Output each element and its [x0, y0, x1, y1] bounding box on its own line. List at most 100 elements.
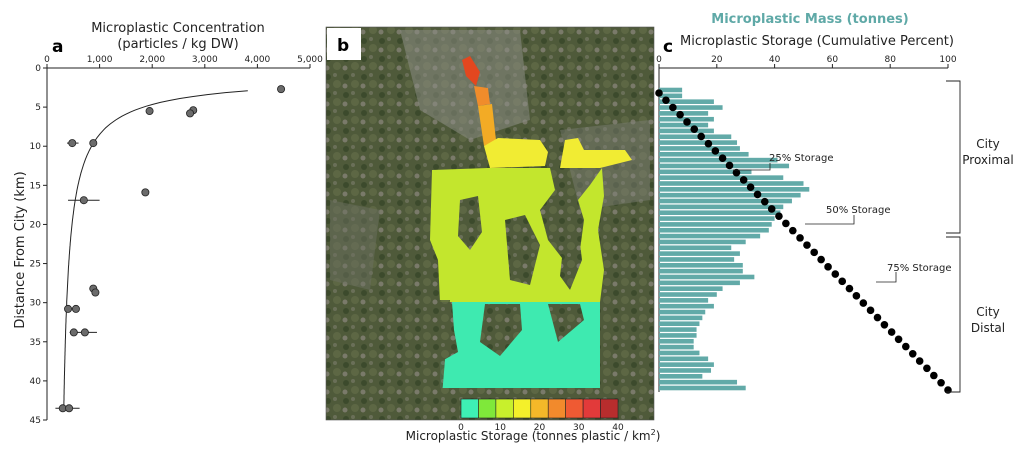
panel-c-cumulative-point	[866, 306, 875, 315]
panel-a-y-tick-label: 0	[35, 64, 41, 74]
panel-a-point	[277, 85, 286, 94]
panel-c-cumulative-point	[944, 386, 952, 394]
panel-c-bar	[659, 338, 694, 344]
panel-c-bar	[659, 309, 706, 315]
panel-c-bar	[659, 146, 740, 151]
panel-c-cumulative-point	[775, 212, 783, 220]
panel-c-cumulative-point	[796, 234, 804, 242]
land-area-west	[330, 200, 380, 290]
panel-c-bar	[659, 362, 714, 367]
panel-c-cumulative-point	[789, 226, 797, 235]
panel-c-x-tick-label: 40	[769, 55, 781, 65]
panel-c-cumulative-point	[676, 110, 684, 119]
colorbar-swatch	[547, 398, 566, 419]
panel-c-bar	[659, 368, 712, 373]
panel-a-point	[79, 196, 88, 205]
panel-c-bar	[659, 251, 740, 256]
panel-a-letter: a	[52, 37, 63, 57]
panel-c-bar	[659, 274, 755, 280]
panel-c-cumulative-point	[838, 277, 847, 286]
panel-c-letter: c	[663, 37, 673, 57]
panel-c-cumulative-point	[845, 284, 854, 293]
zone-yellow-west	[484, 138, 548, 168]
panel-c-cumulative-point	[937, 378, 945, 387]
panel-c-cumulative-point	[831, 270, 840, 278]
panel-c-bar	[659, 169, 752, 175]
panel-a-x-tick-label: 5,000	[297, 55, 323, 65]
colorbar-swatch	[460, 398, 479, 419]
panel-a-x-ticks: 0 1,000 2,000 3,000 4,000 5,000	[44, 55, 323, 68]
panel-c-bar	[659, 157, 778, 163]
panel-a-title-line1: Microplastic Concentration	[91, 21, 265, 36]
panel-a-point	[91, 288, 100, 297]
panel-c-bar	[659, 333, 697, 338]
panel-c-bar	[659, 151, 749, 157]
zone-orange	[474, 86, 490, 106]
panel-c-bar	[659, 140, 738, 145]
panel-c-x-tick-label: 60	[827, 55, 839, 65]
panel-c-cumulative-point	[902, 342, 910, 351]
panel-a-y-tick-label: 20	[30, 220, 42, 230]
zone-light-orange	[478, 104, 496, 146]
panel-c-bar	[659, 356, 709, 362]
panel-c-cumulative-point	[697, 132, 705, 141]
panel-a-point	[69, 328, 78, 337]
panel-a-point	[186, 109, 195, 118]
panel-c-bar	[659, 239, 746, 245]
panel-a-point	[71, 304, 80, 313]
panel-a-y-tick-label: 40	[30, 377, 42, 387]
panel-c-bar	[659, 303, 714, 309]
colorbar-ticks: 0 10 20 30 40	[458, 423, 624, 433]
panel-c-bar	[659, 99, 714, 104]
panel-c-cumulative-point	[711, 147, 720, 155]
panel-c-bar	[659, 280, 740, 286]
map-frame	[325, 26, 655, 421]
city-proximal-label-line1: City	[976, 137, 1000, 151]
panel-c-x-tick-label: 20	[711, 55, 723, 65]
island-4	[480, 304, 522, 356]
panel-c-bar	[659, 181, 804, 186]
panel-c-cumulative-point	[662, 96, 670, 105]
panel-c-cumulative-point	[704, 139, 713, 148]
panel-c-bar	[659, 344, 694, 350]
bracket-city-proximal	[946, 80, 961, 234]
annotation-50: 50% Storage	[805, 205, 891, 225]
panel-c-bar	[659, 298, 709, 303]
panel-c-mass-title: Microplastic Mass (tonnes)	[711, 12, 908, 27]
annotation-25: 25% Storage	[733, 153, 834, 171]
panel-a-x-tick-label: 4,000	[245, 55, 271, 65]
colorbar-swatch	[530, 398, 549, 419]
panel-a-point	[68, 139, 77, 148]
panel-c-bar	[659, 268, 743, 274]
panel-a-ylabel: Distance From City (km)	[13, 171, 28, 328]
panel-c-cumulative-point	[908, 349, 917, 358]
panel-c-bar	[659, 187, 810, 192]
panel-c-bar	[659, 216, 775, 221]
panel-c-cumulative-point	[873, 313, 882, 322]
city-proximal-label-line2: Proximal	[962, 153, 1013, 167]
colorbar-label: Microplastic Storage (tonnes plastic / k…	[406, 428, 661, 443]
panel-c-cumulative-point	[824, 263, 832, 271]
panel-c-x-tick-label: 0	[656, 55, 662, 65]
panel-a-y-tick-label: 35	[30, 338, 41, 348]
panel-c-bar	[659, 286, 723, 291]
panel-c-x-tick-label: 100	[939, 55, 956, 65]
panel-a-points	[58, 85, 286, 413]
panel-c: Microplastic Mass (tonnes) Microplastic …	[655, 12, 1014, 394]
panel-c-cumulative-points	[655, 89, 952, 394]
annotation-50-text: 50% Storage	[826, 205, 891, 216]
panel-c-bar	[659, 134, 732, 140]
annotation-75-text: 75% Storage	[887, 263, 952, 274]
panel-a-x-tick-label: 2,000	[139, 55, 165, 65]
urban-area-north	[400, 30, 530, 140]
panel-c-bar	[659, 87, 683, 93]
panel-c-cumulative-point	[880, 321, 889, 329]
panel-b-letter-box	[327, 28, 361, 60]
panel-c-bar	[659, 292, 717, 297]
panel-a-y-ticks: 0 5 10 15 20 25 30 35 40 45	[30, 64, 47, 426]
city-distal-label-line1: City	[976, 305, 1000, 319]
panel-a-point	[80, 328, 89, 337]
zone-red	[462, 56, 480, 86]
panel-c-cumulative-point	[767, 205, 776, 213]
panel-a-point	[64, 304, 73, 313]
